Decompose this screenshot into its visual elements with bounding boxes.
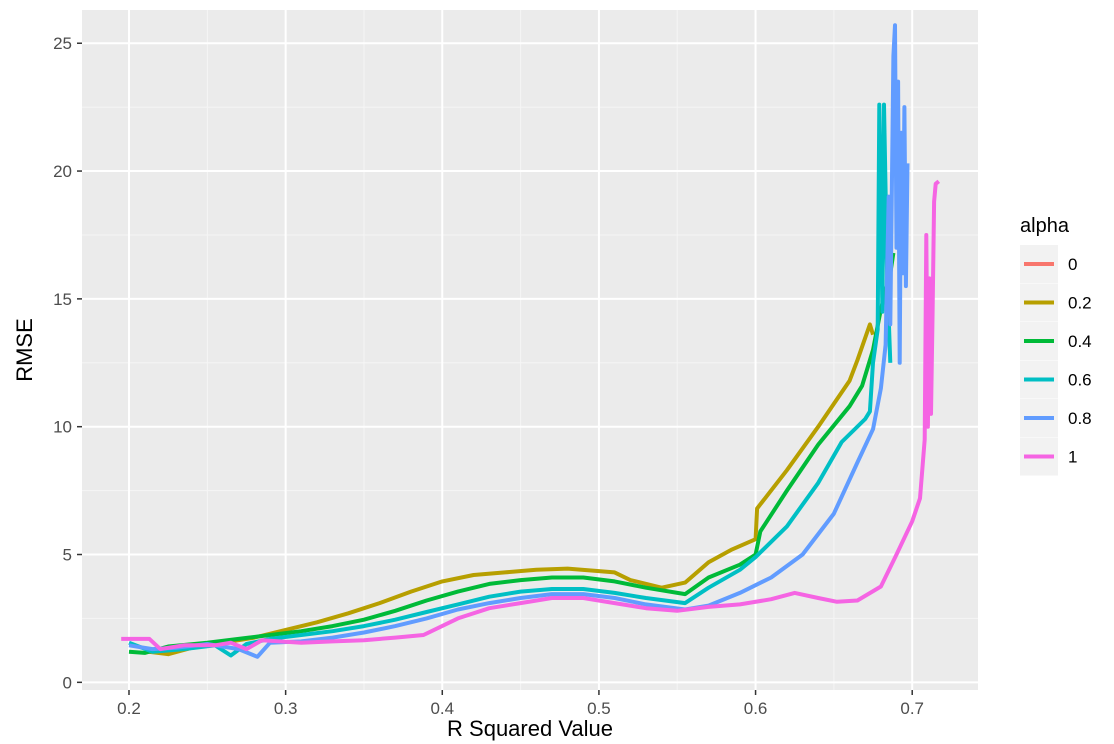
y-tick-label: 25 bbox=[53, 34, 72, 53]
major-gridlines bbox=[82, 10, 978, 690]
y-tick-label: 10 bbox=[53, 418, 72, 437]
series-line-alpha-0.4 bbox=[128, 252, 896, 655]
legend-label: 0.8 bbox=[1068, 409, 1092, 428]
series-line-alpha-0.2 bbox=[147, 322, 875, 657]
legend-label: 0.4 bbox=[1068, 332, 1092, 351]
legend-label: 0 bbox=[1068, 255, 1077, 274]
x-axis-title: R Squared Value bbox=[447, 716, 613, 741]
legend-label: 1 bbox=[1068, 448, 1077, 467]
x-tick-label: 0.7 bbox=[900, 699, 924, 718]
legend-item-alpha-0.2: 0.2 bbox=[1020, 283, 1092, 322]
y-axis-title: RMSE bbox=[12, 318, 37, 382]
y-tick-label: 5 bbox=[63, 546, 72, 565]
y-tick-label: 0 bbox=[63, 673, 72, 692]
x-tick-label: 0.4 bbox=[430, 699, 454, 718]
legend-title: alpha bbox=[1020, 215, 1070, 237]
legend-label: 0.2 bbox=[1068, 294, 1092, 313]
series-line-alpha-1 bbox=[121, 179, 941, 652]
y-tick-label: 15 bbox=[53, 290, 72, 309]
x-axis: 0.2 0.3 0.4 0.5 0.6 0.7 bbox=[117, 690, 924, 718]
x-tick-label: 0.3 bbox=[274, 699, 298, 718]
legend: alpha 0 0.2 0.4 0.6 0.8 1 bbox=[1020, 215, 1092, 476]
x-tick-label: 0.6 bbox=[744, 699, 768, 718]
legend-item-alpha-0.4: 0.4 bbox=[1020, 322, 1092, 360]
x-tick-label: 0.2 bbox=[117, 699, 141, 718]
series-lines bbox=[121, 23, 941, 659]
minor-gridlines bbox=[82, 10, 978, 690]
legend-label: 0.6 bbox=[1068, 371, 1092, 390]
x-tick-label: 0.5 bbox=[587, 699, 611, 718]
y-tick-label: 20 bbox=[53, 162, 72, 181]
y-axis: 0 5 10 15 20 25 bbox=[53, 34, 82, 692]
legend-item-alpha-0.8: 0.8 bbox=[1020, 399, 1092, 437]
legend-item-alpha-0.6: 0.6 bbox=[1020, 360, 1092, 399]
legend-item-alpha-0: 0 bbox=[1020, 245, 1077, 283]
legend-items: 0 0.2 0.4 0.6 0.8 1 bbox=[1020, 245, 1092, 476]
plot-panel bbox=[82, 10, 978, 690]
legend-item-alpha-1: 1 bbox=[1020, 437, 1077, 476]
